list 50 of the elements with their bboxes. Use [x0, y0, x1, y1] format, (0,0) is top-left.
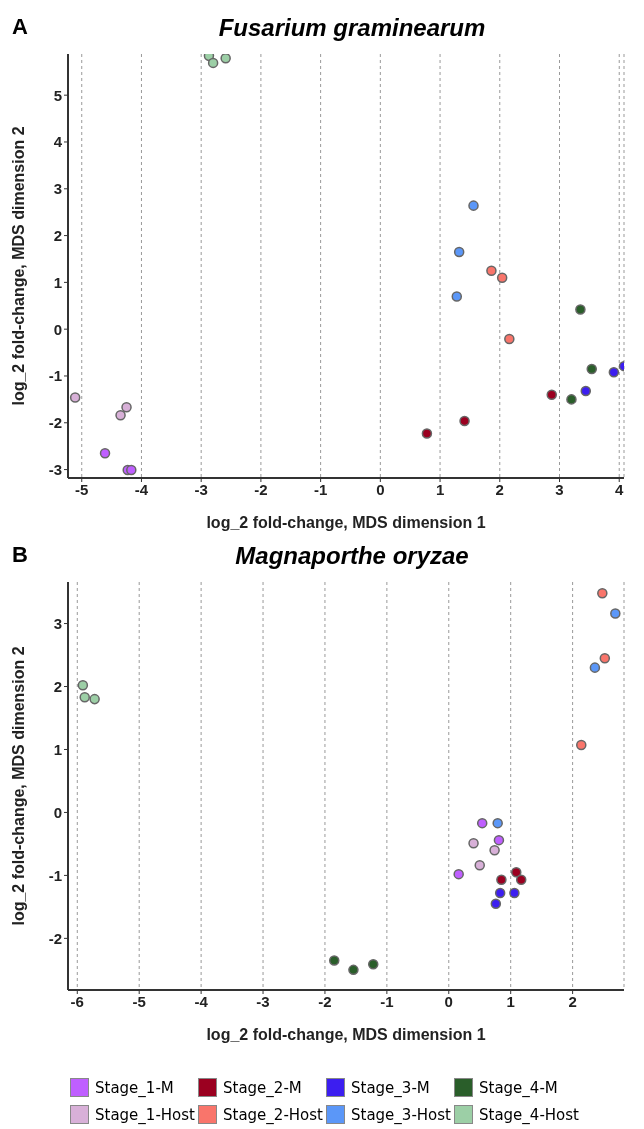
text: B [12, 542, 28, 568]
x-tick-label: 1 [506, 992, 515, 1010]
y-tick-label: 3 [53, 180, 62, 198]
x-axis-title: log_2 fold-change, MDS dimension 1 [206, 514, 486, 531]
legend-label: Stage_4-Host [479, 1105, 579, 1124]
x-tick-label: 2 [568, 992, 577, 1010]
y-axis-title: log_2 fold-change, MDS dimension 2 [9, 126, 27, 406]
chart-title: Magnaporthe oryzae [234, 542, 470, 570]
x-tick-label: 2 [495, 480, 504, 498]
x-tick-label: 4 [615, 480, 625, 498]
x-tick-label: -5 [75, 480, 89, 498]
x-tick-label: -5 [132, 992, 146, 1010]
legend-label: Stage_1-M [95, 1078, 174, 1097]
y-tick-label: 4 [53, 133, 63, 151]
legend-label: Stage_3-M [351, 1078, 430, 1097]
x-tick-label: -4 [134, 480, 149, 498]
y-tick-label: 0 [53, 320, 62, 338]
legend-label: Stage_2-M [223, 1078, 302, 1097]
x-tick-label: -1 [380, 992, 394, 1010]
legend-label: Stage_2-Host [223, 1105, 323, 1124]
y-axis-title: log_2 fold-change, MDS dimension 2 [9, 646, 27, 926]
y-tick-label: -1 [48, 367, 62, 385]
x-axis-title: log_2 fold-change, MDS dimension 1 [206, 1026, 486, 1043]
y-tick-label: 2 [53, 226, 62, 244]
x-tick-label: 3 [555, 480, 564, 498]
y-tick-label: 1 [53, 273, 62, 291]
y-tick-label: 5 [53, 86, 62, 104]
y-tick-label: -2 [48, 929, 62, 947]
y-tick-label: -2 [48, 414, 62, 432]
y-tick-label: 3 [53, 614, 62, 632]
legend-label: Stage_3-Host [351, 1105, 451, 1124]
x-tick-label: 0 [444, 992, 453, 1010]
x-tick-label: -1 [313, 480, 328, 498]
x-tick-label: 1 [435, 480, 445, 498]
x-tick-label: 0 [376, 480, 385, 498]
legend-label: Stage_4-M [479, 1078, 558, 1097]
text: A [12, 14, 28, 40]
legend-label: Stage_1-Host [95, 1105, 195, 1124]
x-tick-label: -4 [194, 992, 209, 1010]
x-tick-label: -3 [256, 992, 270, 1010]
y-tick-label: 1 [53, 740, 62, 758]
x-tick-label: -6 [70, 992, 84, 1010]
y-tick-label: 2 [53, 677, 62, 695]
x-tick-label: -2 [254, 480, 268, 498]
y-tick-label: -1 [48, 866, 62, 884]
x-tick-label: -2 [318, 992, 332, 1010]
x-tick-label: -3 [194, 480, 208, 498]
y-tick-label: 0 [53, 803, 62, 821]
chart-title: Fusarium graminearum [217, 14, 487, 42]
y-tick-label: -3 [48, 460, 62, 478]
